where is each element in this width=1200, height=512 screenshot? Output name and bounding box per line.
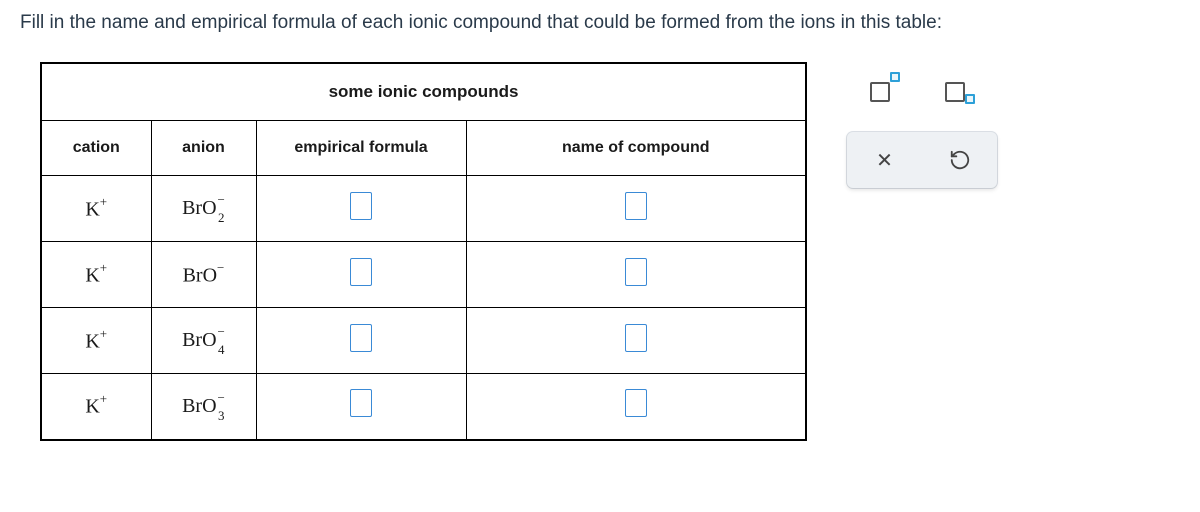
anion-cell: BrO−2 — [151, 176, 256, 242]
clear-button[interactable]: ✕ — [847, 132, 922, 188]
table-row: K+BrO−3 — [41, 374, 806, 440]
header-cation: cation — [41, 121, 151, 176]
table-row: K+BrO− — [41, 242, 806, 308]
name-cell — [466, 308, 806, 374]
formula-input[interactable] — [350, 389, 372, 417]
name-input[interactable] — [625, 324, 647, 352]
subscript-tool-button[interactable] — [922, 62, 997, 114]
compounds-table: some ionic compounds cation anion empiri… — [40, 62, 807, 441]
name-input[interactable] — [625, 192, 647, 220]
name-input[interactable] — [625, 389, 647, 417]
superscript-icon — [870, 74, 900, 102]
subscript-icon — [945, 74, 975, 102]
tool-palette: ✕ — [847, 62, 997, 188]
cation-cell: K+ — [41, 374, 151, 440]
close-icon: ✕ — [876, 148, 893, 173]
formula-cell — [256, 308, 466, 374]
name-cell — [466, 242, 806, 308]
header-name: name of compound — [466, 121, 806, 176]
header-anion: anion — [151, 121, 256, 176]
name-cell — [466, 176, 806, 242]
reset-icon — [949, 149, 971, 171]
anion-cell: BrO− — [151, 242, 256, 308]
formula-input[interactable] — [350, 324, 372, 352]
formula-cell — [256, 374, 466, 440]
content-row: some ionic compounds cation anion empiri… — [20, 62, 1180, 441]
formula-cell — [256, 176, 466, 242]
instruction-text: Fill in the name and empirical formula o… — [20, 12, 1180, 34]
table-container: some ionic compounds cation anion empiri… — [40, 62, 807, 441]
table-row: K+BrO−2 — [41, 176, 806, 242]
formula-input[interactable] — [350, 258, 372, 286]
name-cell — [466, 374, 806, 440]
reset-button[interactable] — [922, 132, 997, 188]
header-formula: empirical formula — [256, 121, 466, 176]
cation-cell: K+ — [41, 308, 151, 374]
superscript-tool-button[interactable] — [847, 62, 922, 114]
table-row: K+BrO−4 — [41, 308, 806, 374]
name-input[interactable] — [625, 258, 647, 286]
anion-cell: BrO−3 — [151, 374, 256, 440]
formula-input[interactable] — [350, 192, 372, 220]
cation-cell: K+ — [41, 176, 151, 242]
anion-cell: BrO−4 — [151, 308, 256, 374]
cation-cell: K+ — [41, 242, 151, 308]
formula-cell — [256, 242, 466, 308]
table-title: some ionic compounds — [41, 63, 806, 121]
